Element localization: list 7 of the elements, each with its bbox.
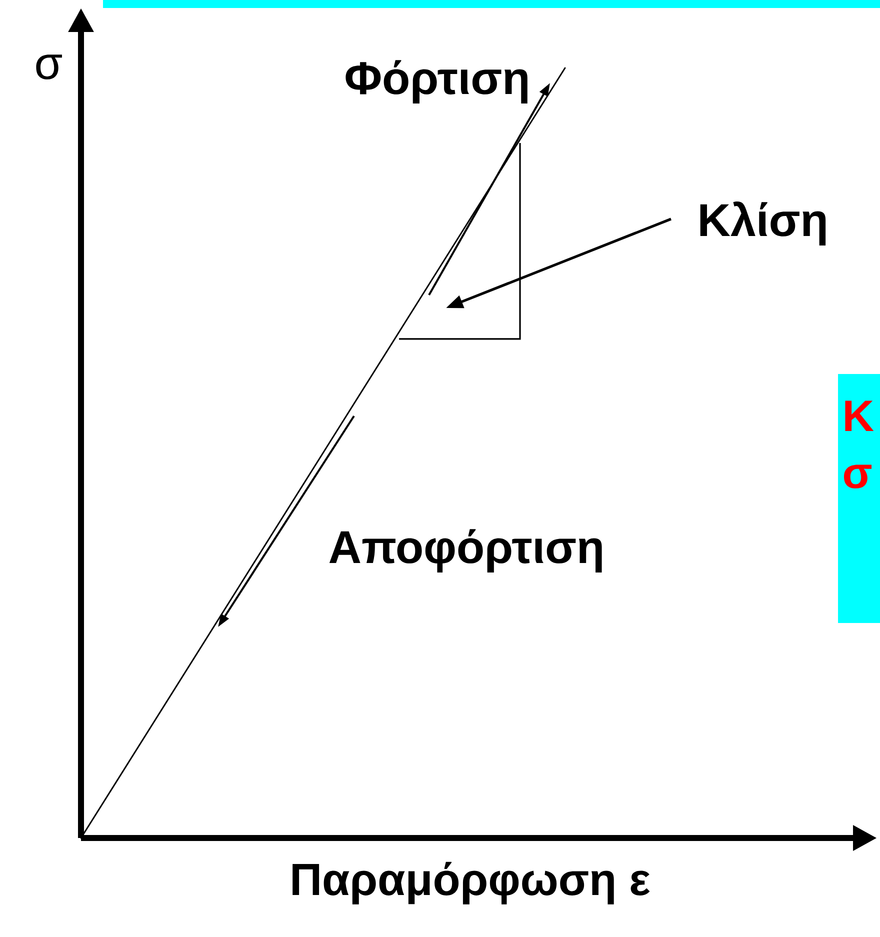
text: Κ <box>845 400 874 431</box>
annotation: Φόρτιση <box>346 60 528 104</box>
text: Κλίση <box>700 201 826 246</box>
y-axis-title: σ <box>36 54 62 80</box>
annotation: Αποφόρτιση <box>329 529 602 573</box>
x-axis-title: Παραμόρφωση ε <box>292 862 650 904</box>
text: σ <box>844 464 872 488</box>
